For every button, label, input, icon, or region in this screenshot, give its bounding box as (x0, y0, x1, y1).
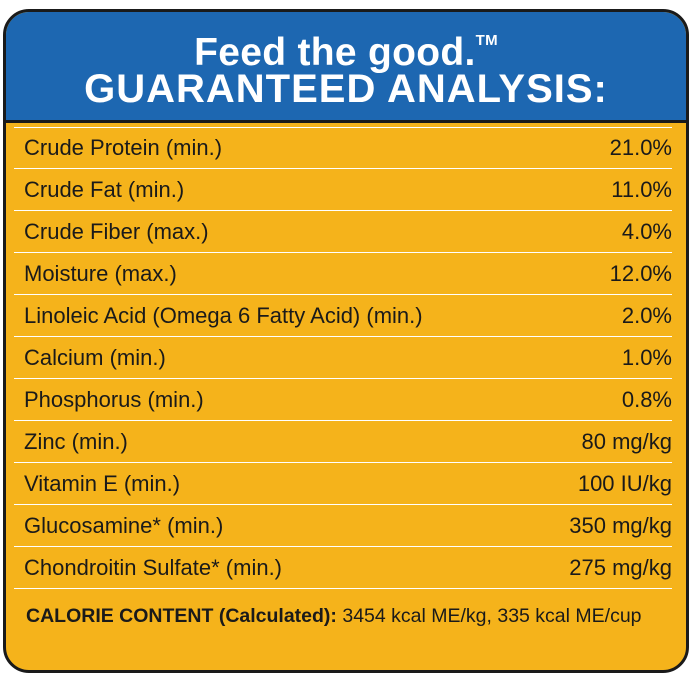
table-row: Linoleic Acid (Omega 6 Fatty Acid) (min.… (14, 295, 672, 337)
row-value: 2.0% (621, 302, 672, 328)
analysis-table: Crude Protein (min.) 21.0% Crude Fat (min… (14, 127, 672, 589)
row-label: Glucosamine* (min.) (24, 512, 224, 538)
guaranteed-analysis-panel: Feed the good.TM GUARANTEED ANALYSIS: Cr… (3, 9, 689, 673)
table-row: Phosphorus (min.) 0.8% (14, 379, 672, 421)
calorie-label: CALORIE CONTENT (Calculated): (26, 605, 337, 627)
slogan: Feed the good.TM (6, 19, 686, 75)
table-row: Moisture (max.) 12.0% (14, 253, 672, 295)
table-row: Calcium (min.) 1.0% (14, 337, 672, 379)
row-label: Vitamin E (min.) (24, 470, 181, 496)
calorie-content: CALORIE CONTENT (Calculated): 3454 kcal … (26, 605, 676, 628)
row-label: Chondroitin Sulfate* (min.) (24, 554, 283, 580)
row-value: 100 IU/kg (577, 470, 672, 496)
slogan-text: Feed the good. (194, 31, 476, 74)
row-value: 275 mg/kg (569, 554, 672, 580)
row-value: 12.0% (609, 260, 672, 286)
row-label: Phosphorus (min.) (24, 386, 204, 412)
row-value: 11.0% (611, 176, 672, 202)
row-value: 350 mg/kg (569, 512, 672, 538)
row-value: 0.8% (621, 386, 672, 412)
row-label: Moisture (max.) (24, 260, 177, 286)
row-label: Calcium (min.) (24, 344, 166, 370)
table-row: Zinc (min.) 80 mg/kg (14, 421, 672, 463)
row-value: 21.0% (609, 135, 672, 160)
row-label: Zinc (min.) (24, 428, 128, 454)
calorie-value: 3454 kcal ME/kg, 335 kcal ME/cup (342, 605, 642, 627)
row-value: 1.0% (621, 344, 672, 370)
table-row: Crude Fat (min.) 11.0% (14, 169, 672, 211)
table-row: Vitamin E (min.) 100 IU/kg (14, 463, 672, 505)
row-label: Crude Fat (min.) (24, 176, 185, 202)
panel-header: Feed the good.TM GUARANTEED ANALYSIS: (6, 12, 686, 123)
page-title: GUARANTEED ANALYSIS: (84, 67, 608, 111)
table-row: Crude Fiber (max.) 4.0% (14, 211, 672, 253)
row-value: 80 mg/kg (581, 428, 673, 454)
table-row: Crude Protein (min.) 21.0% (14, 127, 672, 169)
row-label: Linoleic Acid (Omega 6 Fatty Acid) (min.… (24, 302, 423, 328)
row-label: Crude Fiber (max.) (24, 218, 209, 244)
row-label: Crude Protein (min.) (24, 135, 223, 160)
row-value: 4.0% (621, 218, 672, 244)
trademark-mark: TM (475, 32, 498, 49)
table-row: Chondroitin Sulfate* (min.) 275 mg/kg (14, 547, 672, 589)
table-row: Glucosamine* (min.) 350 mg/kg (14, 505, 672, 547)
